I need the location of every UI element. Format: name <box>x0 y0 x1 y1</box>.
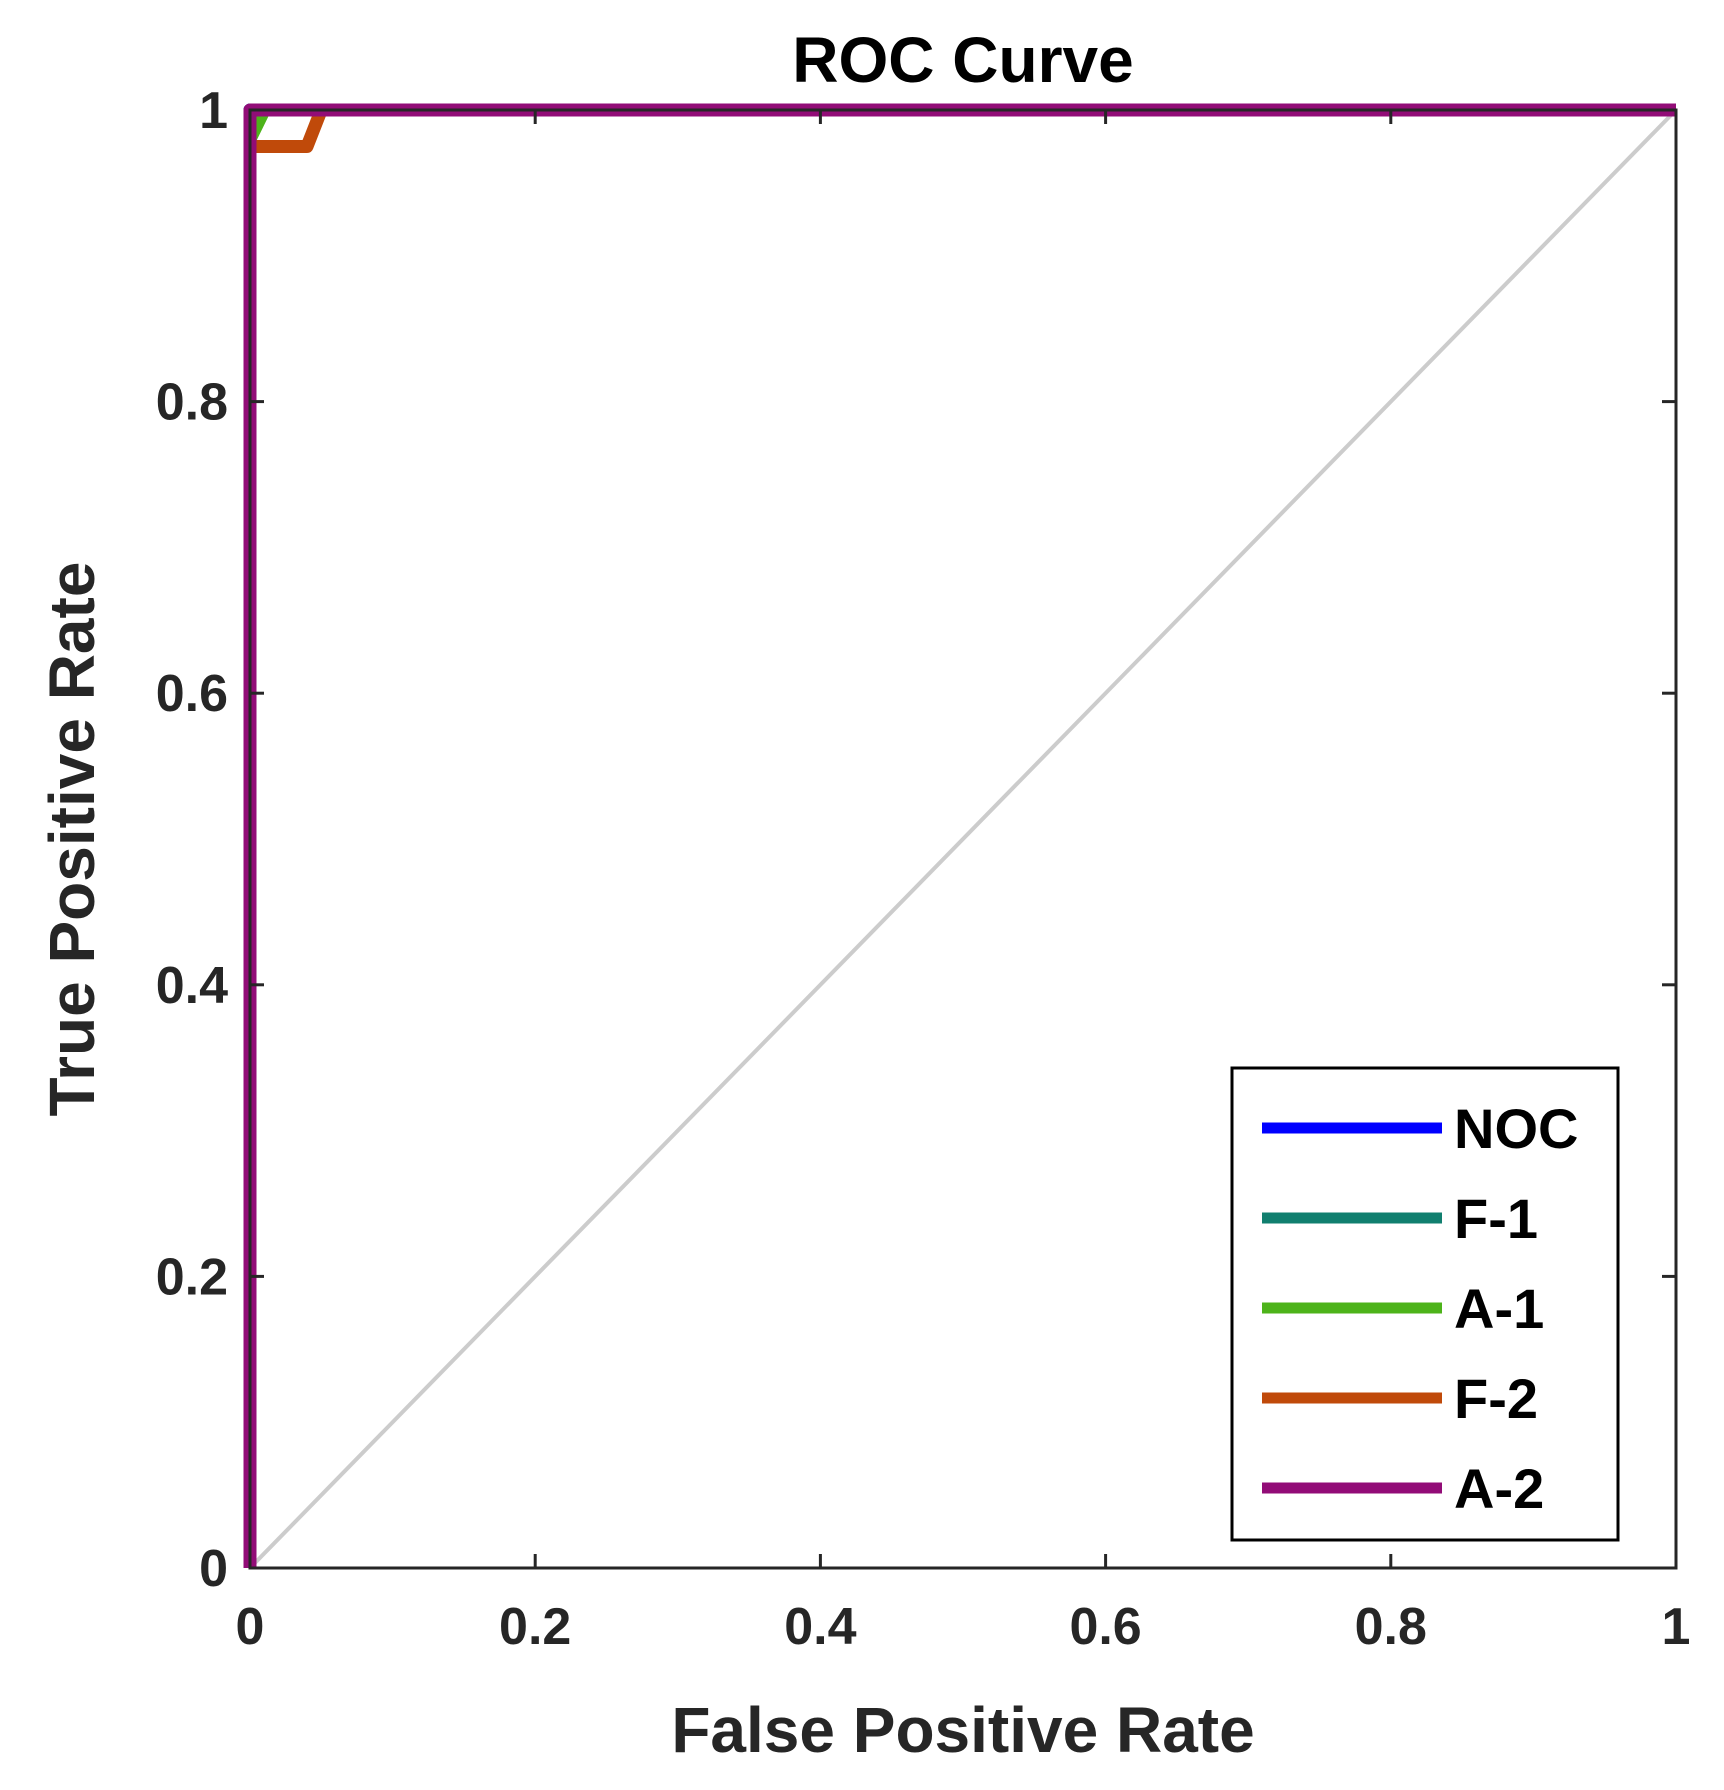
y-tick-label: 0 <box>199 1540 228 1598</box>
legend-item-f-2: F-2 <box>1262 1367 1538 1430</box>
chart-title: ROC Curve <box>792 24 1133 96</box>
y-tick-label: 0.2 <box>156 1248 228 1306</box>
plot-frame <box>248 108 1678 1570</box>
x-tick-label: 0 <box>236 1598 265 1656</box>
x-tick-label: 1 <box>1662 1598 1691 1656</box>
x-axis-label: False Positive Rate <box>671 1694 1254 1766</box>
x-tick-label: 0.2 <box>499 1598 571 1656</box>
x-tick-label: 0.8 <box>1355 1598 1427 1656</box>
legend-item-f-1: F-1 <box>1262 1187 1538 1250</box>
legend-item-a-2: A-2 <box>1262 1457 1544 1520</box>
legend-label: A-1 <box>1454 1277 1544 1340</box>
x-tick-label: 0.4 <box>784 1598 856 1656</box>
y-tick-label: 0.4 <box>156 957 228 1015</box>
y-tick-label: 1 <box>199 82 228 140</box>
legend-label: A-2 <box>1454 1457 1544 1520</box>
legend-item-noc: NOC <box>1262 1097 1578 1160</box>
y-tick-label: 0.8 <box>156 374 228 432</box>
legend: NOC F-1 A-1 F-2 A-2 <box>1230 1066 1620 1542</box>
y-tick-label: 0.6 <box>156 665 228 723</box>
legend-label: F-1 <box>1454 1187 1538 1250</box>
tick-layer: 0 0.2 0.4 0.6 0.8 1 0 0.2 0.4 0.6 0.8 1 <box>156 82 1691 1656</box>
legend-label: F-2 <box>1454 1367 1538 1430</box>
reference-diagonal-line <box>248 108 1678 1570</box>
y-axis-label: True Positive Rate <box>36 562 108 1117</box>
legend-item-a-1: A-1 <box>1262 1277 1544 1340</box>
reference-line-layer <box>248 108 1678 1570</box>
legend-label: NOC <box>1454 1097 1578 1160</box>
x-tick-label: 0.6 <box>1069 1598 1141 1656</box>
